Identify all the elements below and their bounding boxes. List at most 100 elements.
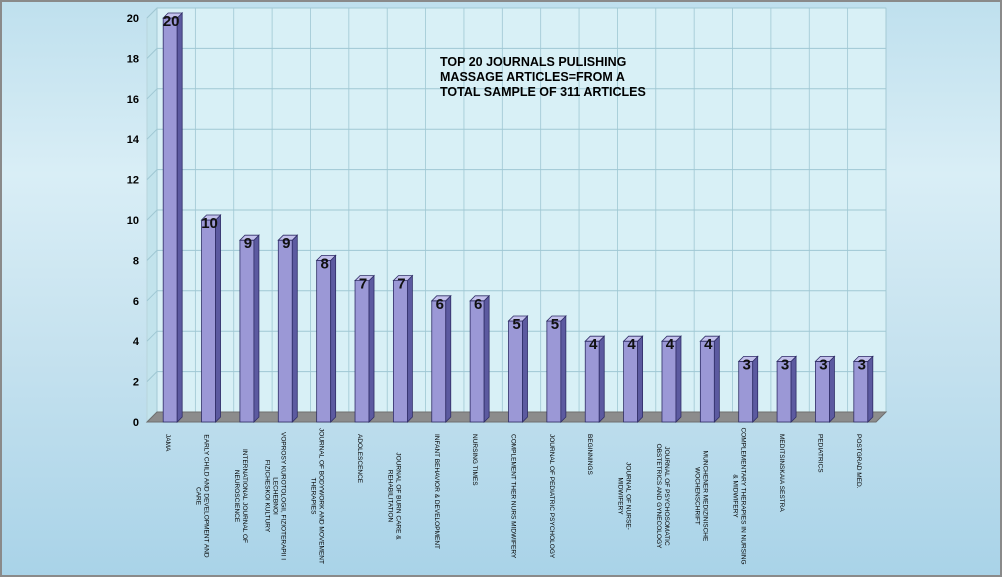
- bar-top: [162, 12, 184, 19]
- x-tick-label: BEGINNINGS: [586, 434, 593, 475]
- bar-top: [430, 295, 452, 302]
- data-label: 9: [282, 235, 290, 252]
- x-tick-label: VOPROSY KUROTOLOGII, FIZIOTERAPII ILECHE…: [263, 432, 286, 560]
- data-label: 3: [819, 356, 827, 373]
- x-tick-label: JOURNAL OF BURN CARE &REHABILITATION: [386, 452, 401, 540]
- bar-side: [752, 355, 759, 423]
- bar-side: [713, 335, 720, 423]
- bar-side: [790, 355, 797, 423]
- x-tick-label: INTERNATIONAL JOURNAL OFNEUROSCIENCE: [233, 449, 248, 543]
- data-label: 8: [320, 255, 328, 272]
- x-tick-label: JOURNAL OF PSYCHOSOMATICOBSTETRICS AND G…: [655, 444, 670, 549]
- data-label: 6: [474, 296, 482, 313]
- bar-top: [277, 234, 299, 241]
- y-tick-label: 6: [133, 296, 139, 308]
- x-tick-label: JOURNAL OF BODYWORK AND MOVEMENTTHERAPIE…: [310, 428, 325, 564]
- bar-top: [776, 355, 798, 362]
- data-label: 20: [163, 13, 180, 30]
- bar: [239, 239, 255, 423]
- bar-top: [699, 335, 721, 342]
- bar: [584, 340, 600, 423]
- bar: [277, 239, 293, 423]
- chart-title: TOP 20 JOURNALS PULISHING MASSAGE ARTICLE…: [440, 55, 646, 99]
- bar-side: [867, 355, 874, 423]
- bar: [623, 340, 639, 423]
- bar-side: [291, 234, 298, 423]
- gridline-side: [146, 290, 158, 302]
- x-tick-label: PEDIATRICS: [816, 434, 823, 473]
- bar-side: [406, 274, 413, 423]
- bar-side: [675, 335, 682, 423]
- x-tick-label: COMPLEMENT THER NURS MIDWIFERY: [510, 434, 517, 559]
- bar-side: [829, 355, 835, 423]
- data-label: 4: [704, 336, 713, 353]
- bar-top: [852, 355, 874, 362]
- bar: [508, 320, 523, 423]
- bar: [431, 300, 447, 423]
- data-label: 3: [781, 356, 789, 373]
- y-tick-label: 0: [133, 417, 139, 429]
- bar-top: [661, 335, 682, 342]
- y-tick-label: 14: [127, 134, 140, 146]
- bar-top: [737, 355, 759, 362]
- bar-top: [545, 315, 567, 322]
- bar-side: [368, 274, 375, 423]
- y-tick-label: 20: [127, 13, 139, 25]
- gridline-side: [146, 169, 158, 180]
- bar: [392, 280, 408, 423]
- data-label: 4: [666, 336, 675, 353]
- bar-top: [392, 275, 414, 282]
- bar-side: [598, 335, 605, 423]
- x-tick-label: JOURNAL OF PEDIATRIC PSYCHOLOGY: [548, 434, 555, 559]
- y-tick-label: 2: [133, 377, 139, 389]
- bar: [546, 320, 562, 423]
- bar-top: [238, 234, 260, 241]
- x-tick-label: JAMA: [164, 434, 171, 452]
- gridline-side: [146, 88, 158, 100]
- data-label: 4: [589, 336, 598, 353]
- x-tick-label: EARLY CHILD AND DEVELOPMENT ANDCARE: [195, 434, 210, 557]
- data-label: 9: [244, 235, 252, 252]
- data-label: 7: [397, 276, 405, 293]
- bar-top: [354, 275, 375, 282]
- bar: [354, 280, 370, 423]
- bar-top: [584, 335, 606, 342]
- bar-side: [483, 294, 490, 423]
- bar: [469, 300, 485, 423]
- y-tick-label: 16: [127, 94, 139, 106]
- y-tick-label: 4: [133, 336, 140, 348]
- bar-side: [215, 214, 221, 423]
- data-label: 7: [359, 276, 367, 293]
- x-tick-label: INFANT BEHAVIOR & DEVELOPMENT: [433, 434, 440, 549]
- x-tick-label: MEDITSINSKAIA SESTRA: [778, 434, 785, 512]
- gridline-side: [146, 209, 158, 221]
- gridline-side: [146, 330, 158, 342]
- gridline-side: [146, 128, 158, 140]
- bar-top: [507, 315, 529, 322]
- data-label: 10: [201, 215, 218, 232]
- data-label: 4: [627, 336, 636, 353]
- y-tick-label: 12: [127, 175, 139, 187]
- gridline-side: [146, 371, 158, 382]
- bar-side: [330, 254, 337, 423]
- data-label: 5: [512, 316, 520, 333]
- gridline-side: [146, 48, 158, 59]
- data-label: 3: [743, 356, 751, 373]
- bar: [316, 259, 332, 423]
- y-tick-label: 8: [133, 255, 139, 267]
- bar-side: [522, 315, 528, 423]
- y-tick-label: 18: [127, 53, 139, 65]
- bar: [162, 17, 178, 423]
- bar-top: [315, 254, 337, 261]
- bar: [661, 340, 677, 423]
- bar-top: [622, 335, 644, 342]
- x-tick-label: MUNCHENER MEDIZINISCHEWOCHENSCHRIFT: [693, 451, 708, 542]
- bar-top: [469, 295, 491, 302]
- y-tick-label: 10: [127, 215, 139, 227]
- bar: [201, 219, 216, 423]
- bar-side: [176, 12, 183, 423]
- data-label: 6: [436, 296, 444, 313]
- gridline-side: [146, 250, 158, 261]
- data-label: 5: [551, 316, 559, 333]
